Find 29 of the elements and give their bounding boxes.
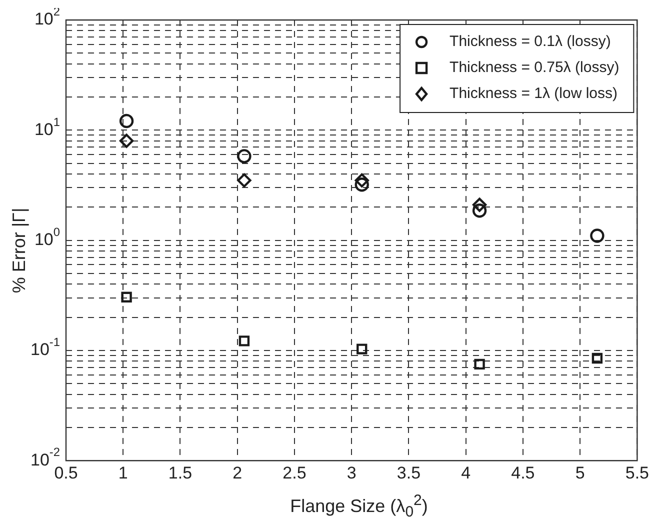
point <box>354 178 369 192</box>
x-tick-label: 1.5 <box>168 463 192 482</box>
x-tick-label: 5.5 <box>625 463 650 482</box>
x-axis-title: Flange Size (λ$_{0}$$^{2}$) <box>289 492 429 521</box>
point <box>472 204 487 218</box>
x-tick-label: 4.5 <box>511 463 535 482</box>
point <box>119 114 134 128</box>
x-tick-label: 3.5 <box>396 463 421 482</box>
legend-label: Thickness = 0.75λ (lossy) <box>450 59 620 76</box>
y-axis-title: % Error |Γ| <box>10 207 30 293</box>
legend-label: Thickness = 0.1λ (lossy) <box>450 33 611 50</box>
x-tick-label: 1 <box>118 463 128 482</box>
point <box>237 173 252 188</box>
x-tick-label: 2 <box>232 463 242 482</box>
point <box>237 149 252 164</box>
x-tick-label: 5 <box>575 463 585 482</box>
point <box>356 344 368 354</box>
legend-label: Thickness = 1λ (low loss) <box>450 85 618 102</box>
point <box>354 173 369 188</box>
point <box>121 292 132 302</box>
x-tick-label: 4 <box>461 463 471 482</box>
point <box>592 352 603 364</box>
point <box>119 134 134 148</box>
point <box>472 198 487 212</box>
point <box>474 358 485 370</box>
point <box>590 228 604 243</box>
point <box>238 336 250 346</box>
x-tick-label: 2.5 <box>282 463 306 482</box>
x-tick-label: 3 <box>346 463 356 482</box>
